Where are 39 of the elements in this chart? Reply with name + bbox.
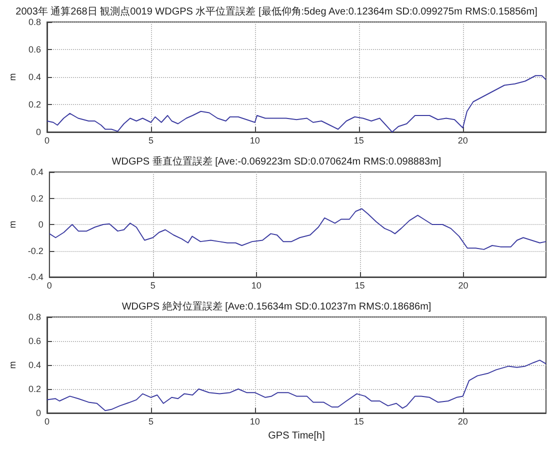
- x-tick-label: 5: [148, 136, 154, 146]
- y-axis-title: m: [8, 220, 18, 228]
- x-tick-label: 10: [250, 136, 260, 146]
- y-tick-label: 0.2: [30, 193, 44, 204]
- x-tick-label: 10: [250, 416, 260, 426]
- x-tick-label: 15: [354, 136, 364, 146]
- y-tick-label: 0.4: [28, 72, 41, 82]
- y-tick-label: 0.2: [28, 384, 41, 394]
- y-axis-title: m: [8, 73, 18, 81]
- y-tick-label: 0: [36, 127, 41, 137]
- y-tick-label: 0.4: [28, 360, 41, 370]
- x-tick-label: 0: [44, 416, 50, 426]
- x-axis-title: GPS Time[h]: [268, 430, 326, 442]
- x-tick-label: 15: [354, 416, 364, 426]
- y-tick-label: 0: [38, 220, 44, 230]
- y-tick-label: 0.2: [28, 100, 41, 110]
- x-tick-label: 15: [354, 280, 365, 290]
- chart-title: WDGPS 垂直位置誤差 [Ave:-0.069223m SD:0.070624m RMS:0.098883m]: [112, 156, 442, 168]
- y-tick-label: -0.4: [28, 272, 44, 282]
- line-series: [46, 360, 546, 412]
- x-tick-label: 0: [46, 280, 52, 290]
- y-tick-label: 0.4: [30, 167, 44, 177]
- chart-title: 2003年 通算268日 観測点0019 WDGPS 水平位置誤差 [最低仰角:5deg Ave:0.12364m SD:0.099275m RMS:0.15856m]: [16, 6, 538, 18]
- y-tick-label: 0.6: [28, 336, 41, 346]
- x-tick-label: 20: [458, 416, 468, 426]
- x-tick-label: 10: [251, 280, 262, 290]
- y-tick-label: 0.8: [28, 17, 41, 27]
- x-tick-label: 5: [150, 280, 156, 290]
- x-tick-label: 5: [148, 416, 154, 426]
- y-tick-label: 0.8: [28, 312, 41, 322]
- x-tick-label: 20: [458, 136, 468, 146]
- chart-title: WDGPS 絶対位置誤差 [Ave:0.15634m SD:0.10237m RMS:0.18686m]: [122, 300, 432, 312]
- y-tick-label: -0.2: [28, 246, 44, 256]
- y-axis-title: m: [8, 361, 18, 369]
- x-tick-label: 0: [44, 136, 50, 146]
- x-tick-label: 20: [458, 280, 468, 290]
- y-tick-label: 0: [36, 408, 41, 418]
- y-tick-label: 0.6: [28, 44, 41, 54]
- line-series: [48, 208, 546, 250]
